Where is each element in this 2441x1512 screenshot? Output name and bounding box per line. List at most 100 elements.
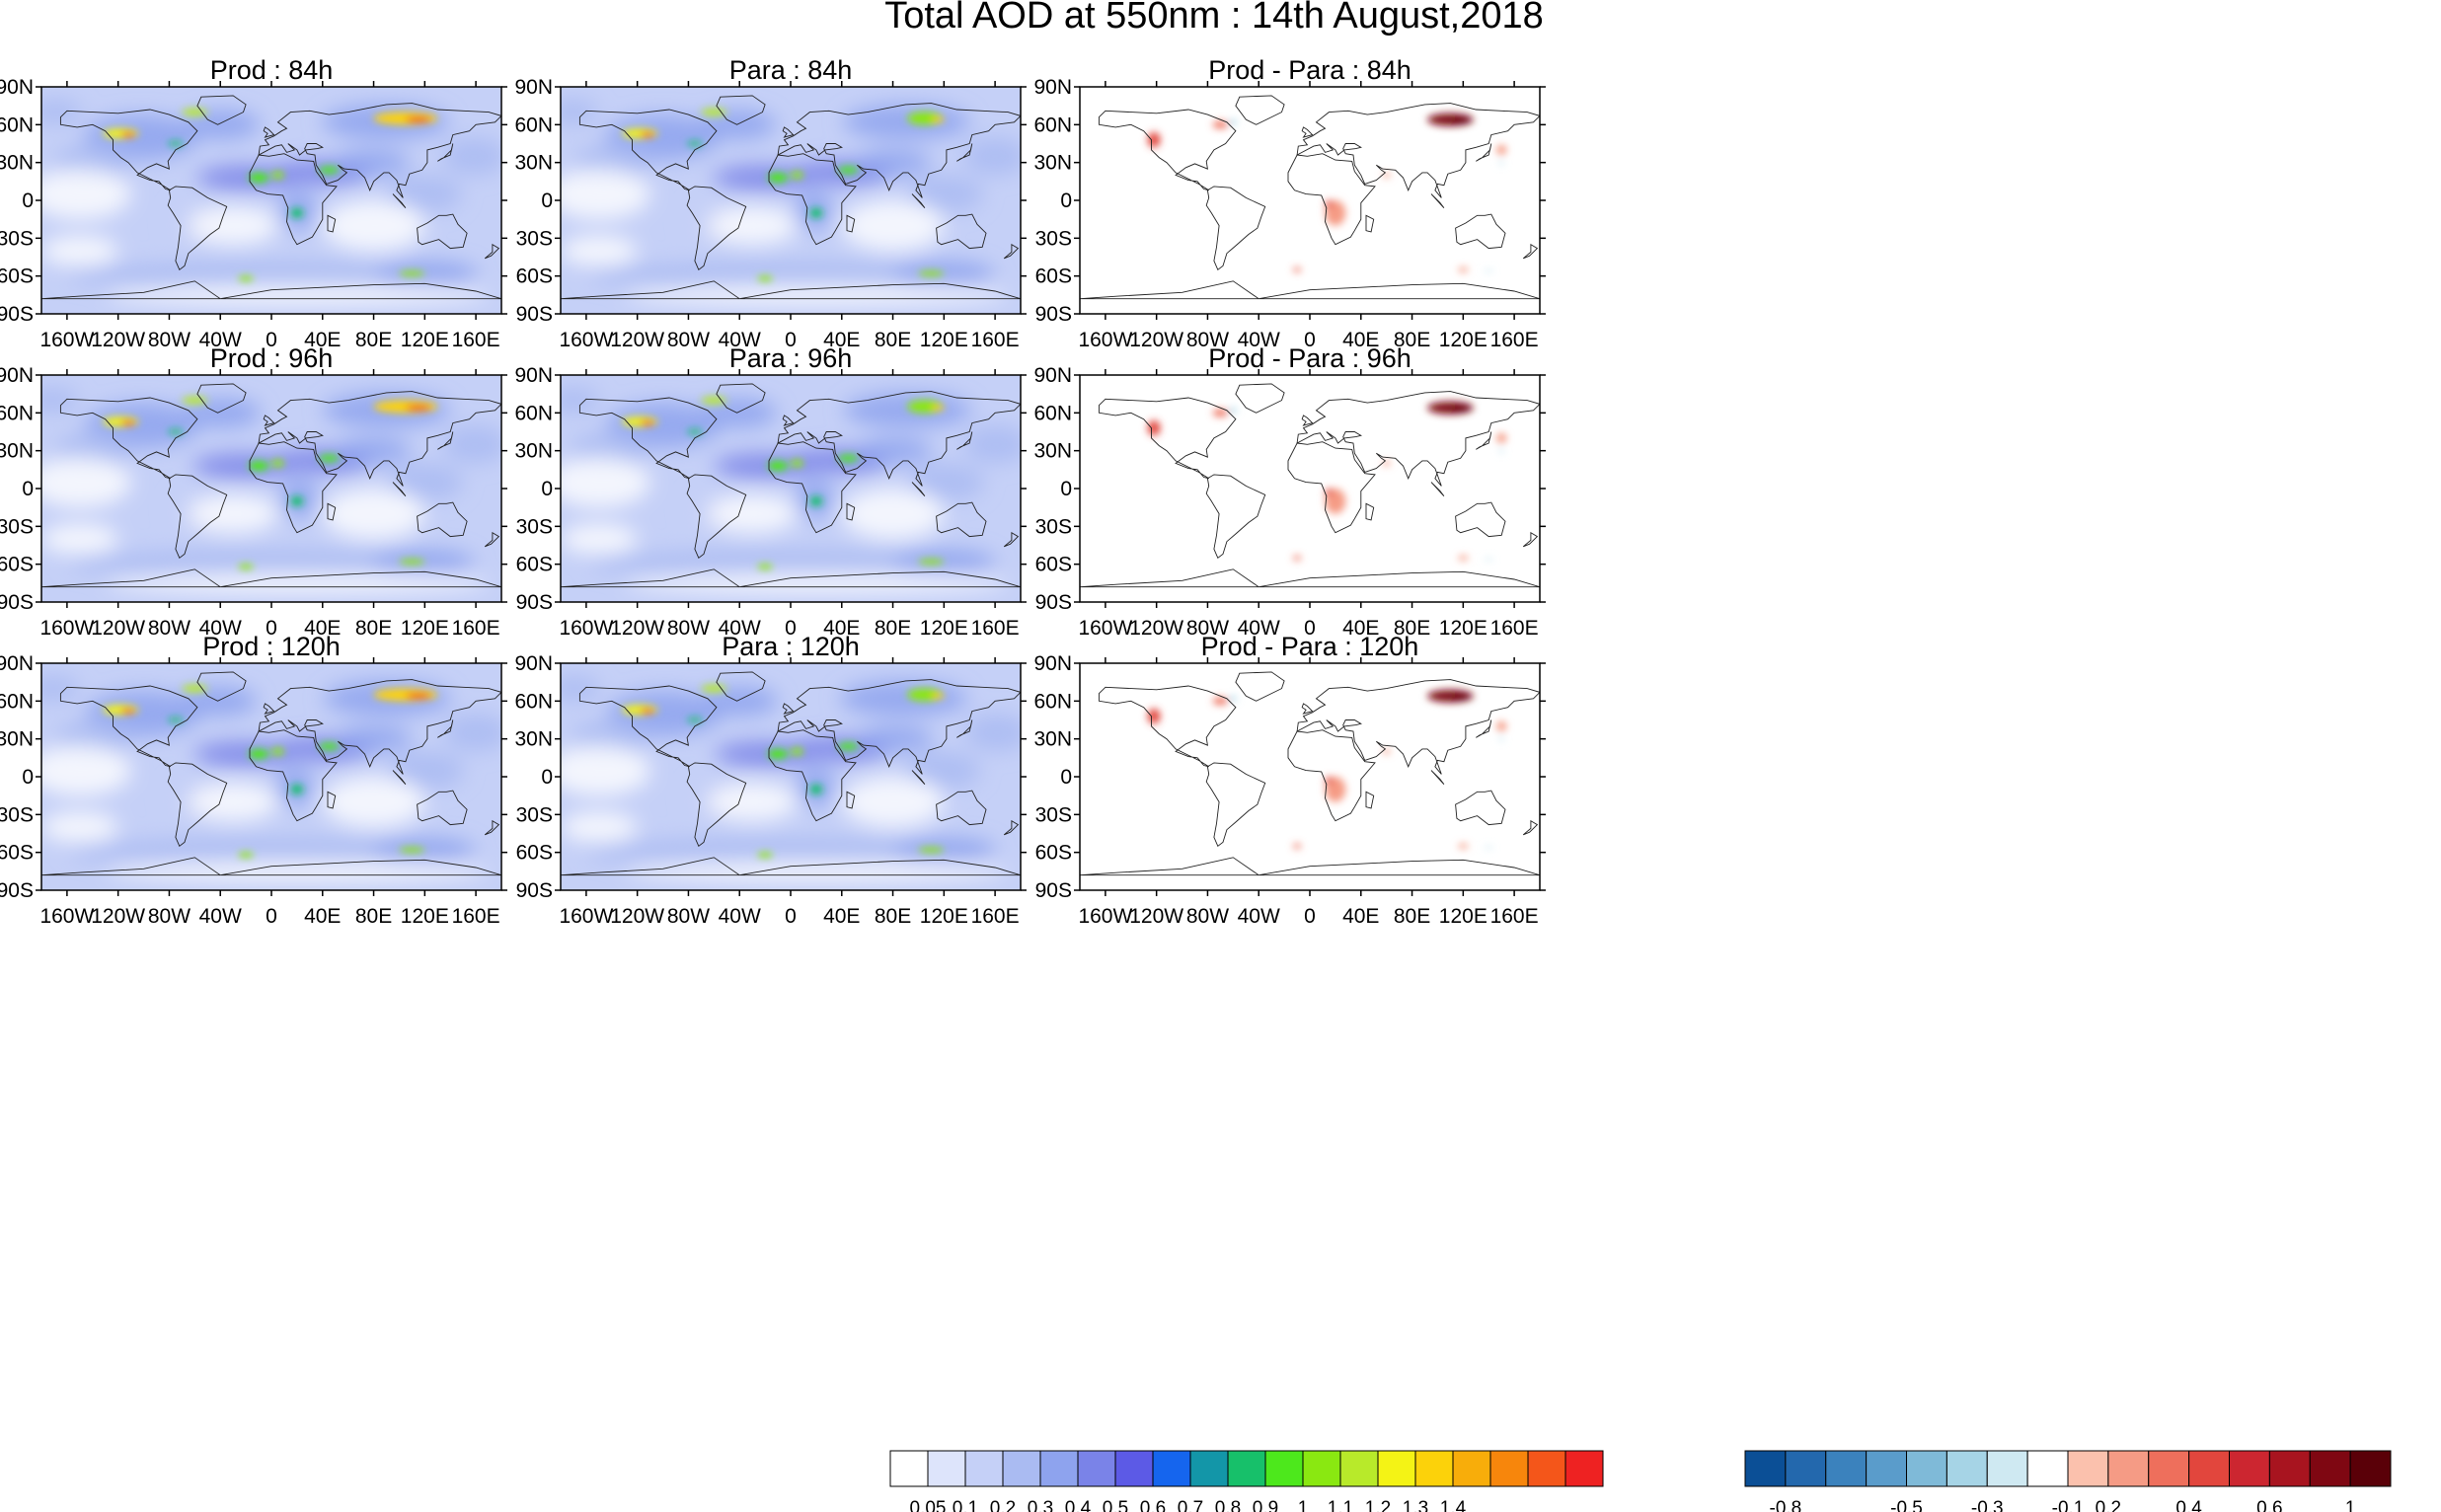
- aod-blob: [41, 99, 82, 125]
- y-tick-label: 90S: [1035, 591, 1072, 614]
- coastlines: [561, 671, 1021, 876]
- aod-hotspot: [640, 709, 655, 715]
- y-tick-label: 60N: [0, 402, 34, 424]
- coastline: [578, 109, 718, 191]
- x-tick-label: 80E: [875, 617, 911, 640]
- difference-hotspot: [1495, 432, 1507, 443]
- aod-hotspot: [405, 116, 431, 122]
- coastline: [1098, 109, 1237, 191]
- aod-hotspot: [405, 693, 431, 699]
- colorbar-swatch: [889, 1450, 929, 1487]
- y-tick-label: 0: [1060, 766, 1072, 789]
- colorbar-label: 0.3: [1028, 1498, 1053, 1512]
- difference-hotspot: [1147, 709, 1161, 724]
- aod-hotspot: [930, 693, 945, 699]
- x-tick-label: 0: [785, 329, 797, 351]
- difference-hotspot: [1325, 777, 1334, 785]
- difference-hotspot: [1458, 555, 1469, 561]
- x-tick-label: 80E: [1394, 329, 1430, 351]
- coastline: [578, 685, 718, 768]
- x-tick-label: 160E: [452, 617, 500, 640]
- aod-hotspot: [248, 172, 269, 184]
- y-tick-label: 90N: [0, 76, 34, 99]
- aod-hotspot: [238, 564, 254, 569]
- x-tick-label: 80W: [148, 329, 191, 351]
- colorbar-label: 1.3: [1403, 1498, 1428, 1512]
- aod-hotspot: [757, 275, 773, 281]
- panel-title: Prod : 96h: [210, 343, 334, 373]
- coastline: [846, 502, 856, 521]
- panel-title: Prod - Para : 96h: [1208, 343, 1411, 373]
- difference-hotspot: [1495, 720, 1507, 732]
- aod-hotspot: [757, 564, 773, 569]
- aod-blob: [606, 403, 722, 449]
- y-tick-label: 90S: [0, 591, 34, 614]
- y-tick-label: 0: [22, 189, 34, 212]
- coastline: [392, 770, 407, 786]
- aod-blob: [183, 110, 261, 140]
- colorbar-swatch: [2229, 1450, 2270, 1487]
- coastline: [249, 153, 338, 246]
- y-tick-label: 90S: [516, 879, 553, 902]
- data-field: [41, 375, 501, 602]
- coastline: [782, 703, 795, 715]
- y-tick-label: 90S: [1035, 879, 1072, 902]
- coastline: [1430, 482, 1445, 497]
- aod-hotspot: [687, 717, 703, 723]
- coastlines: [1080, 671, 1540, 876]
- coastline: [777, 679, 1021, 775]
- coastline: [686, 474, 747, 560]
- aod-hotspot: [640, 420, 655, 426]
- clean-air-region: [322, 200, 425, 252]
- aod-blob: [334, 437, 412, 464]
- coastline: [1430, 193, 1445, 209]
- coastline: [327, 214, 337, 233]
- x-tick-label: 0: [266, 329, 277, 351]
- aod-hotspot: [318, 454, 340, 463]
- colorbar-label: 1: [2345, 1498, 2356, 1512]
- y-tick-label: 30N: [1033, 152, 1072, 175]
- y-tick-label: 0: [541, 189, 553, 212]
- aod-blob: [963, 425, 1021, 464]
- x-tick-label: 40E: [1342, 905, 1379, 928]
- colorbar-label: 1.4: [1440, 1498, 1467, 1512]
- aod-blob: [192, 453, 295, 479]
- aod-hotspot: [405, 405, 431, 411]
- coastline: [1080, 568, 1540, 588]
- aod-hotspot: [809, 207, 823, 218]
- difference-negative: [1484, 558, 1494, 561]
- x-tick-label: 40W: [719, 617, 761, 640]
- coastline: [392, 482, 407, 497]
- colorbar-swatch: [2026, 1450, 2069, 1487]
- y-tick-label: 0: [1060, 189, 1072, 212]
- difference-hotspot: [1293, 843, 1301, 849]
- y-tick-label: 60N: [0, 690, 34, 713]
- aod-hotspot: [757, 852, 773, 858]
- y-tick-label: 30S: [1035, 803, 1072, 826]
- y-tick-label: 90N: [0, 364, 34, 387]
- clean-air-region: [841, 200, 945, 252]
- data-field: [1080, 663, 1540, 890]
- y-tick-label: 90N: [1033, 76, 1072, 99]
- colorbar-swatch: [2309, 1450, 2351, 1487]
- coastline: [484, 531, 500, 548]
- coastline: [417, 501, 468, 538]
- colorbar-label: 1.2: [1365, 1498, 1391, 1512]
- clean-air-region: [561, 235, 638, 266]
- coastline: [392, 193, 407, 209]
- coastline: [1365, 214, 1375, 233]
- y-tick-label: 30N: [514, 728, 553, 751]
- aod-hotspot: [248, 460, 269, 472]
- difference-hotspot: [1382, 172, 1391, 178]
- coastline: [167, 762, 228, 848]
- x-tick-label: 120E: [1439, 905, 1487, 928]
- clean-air-region: [105, 572, 490, 594]
- x-tick-label: 40E: [1342, 329, 1379, 351]
- clean-air-region: [624, 861, 1009, 882]
- x-tick-label: 80E: [355, 617, 392, 640]
- x-tick-label: 120E: [401, 329, 449, 351]
- clean-air-region: [105, 284, 490, 306]
- aod-hotspot: [182, 108, 208, 116]
